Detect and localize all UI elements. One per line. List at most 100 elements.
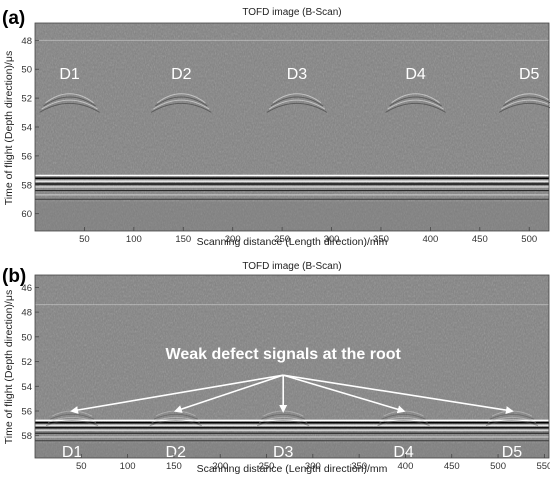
defect-arc (41, 99, 98, 110)
defect-label: D2 (166, 444, 187, 461)
defect-arc (272, 93, 322, 104)
x-tick-label: 500 (490, 461, 506, 472)
x-tick-label: 100 (120, 461, 136, 472)
y-tick-label: 56 (21, 407, 32, 418)
defect-label: D1 (59, 66, 80, 83)
defect-arc (387, 99, 444, 110)
panel-b-title: TOFD image (B-Scan) (242, 261, 341, 272)
defect-signal (257, 410, 310, 427)
panel-b-ylabel: Time of flight (Depth direction)/μs (3, 290, 15, 444)
y-tick-label: 48 (21, 36, 32, 47)
x-tick-label: 250 (259, 461, 275, 472)
x-tick-label: 300 (324, 234, 340, 245)
panel-b-layer: D1 D2 D3 D4 D5 Weak defect signals at the roo… (35, 304, 549, 461)
defect-arc (153, 413, 198, 420)
x-tick-label: 550 (536, 461, 550, 472)
defect-arc (45, 93, 94, 104)
panel-b: TOFD image (B-Scan) D1 D2 D3 D4 D5 Weak defec… (3, 261, 550, 475)
x-tick-label: 100 (126, 234, 142, 245)
defect-arc (156, 93, 206, 104)
y-tick-label: 54 (21, 382, 32, 393)
x-tick-label: 200 (225, 234, 241, 245)
defect-arc (391, 93, 440, 104)
defect-arc (487, 416, 537, 423)
defect-arc (268, 99, 326, 110)
x-tick-label: 150 (166, 461, 182, 472)
panel-a-title: TOFD image (B-Scan) (242, 7, 341, 18)
panel-a-xlabel: Scanning distance (Length direction)/mm (197, 236, 388, 248)
defect-label: D3 (273, 444, 294, 461)
panel-b-xlabel: Scanning distance (Length direction)/mm (197, 463, 388, 475)
panel-a-ticks: 50 100 150 200 250 300 350 400 450 500 48 50 52 54 56 5… (21, 36, 537, 245)
x-tick-label: 450 (472, 234, 488, 245)
y-tick-label: 50 (21, 332, 32, 343)
panel-a-texture (35, 23, 549, 231)
defect-arc (151, 416, 200, 423)
panel-b-below-backwall (35, 443, 549, 458)
defect-arc (498, 102, 550, 113)
annotation-arrow (282, 374, 406, 414)
defect-arc (381, 413, 426, 420)
panel-b-ticks: 50 100 150 200 250 300 350 400 450 500 550 46 48 50 52… (21, 283, 550, 472)
defect-signal (151, 93, 212, 113)
defect-arc (47, 416, 97, 423)
defect-arc (39, 102, 100, 113)
y-tick-label: 56 (21, 151, 32, 162)
y-tick-label: 52 (21, 94, 32, 105)
y-tick-label: 50 (21, 65, 32, 76)
defect-arc (149, 420, 202, 427)
defect-arc (43, 96, 96, 107)
defect-arc (266, 102, 328, 113)
defect-arc (379, 416, 428, 423)
x-tick-label: 50 (76, 461, 87, 472)
defect-arc (489, 413, 535, 420)
defect-arc (45, 420, 99, 427)
defect-label: D1 (62, 444, 83, 461)
x-tick-label: 400 (422, 234, 438, 245)
defect-signal (377, 410, 430, 427)
annotation-arrow (173, 374, 284, 413)
defect-label: D4 (405, 66, 426, 83)
y-tick-label: 54 (21, 123, 32, 134)
defect-arc (270, 96, 324, 107)
defect-arc (153, 99, 210, 110)
y-tick-label: 46 (21, 283, 32, 294)
annotation-arrow (70, 374, 284, 414)
panel-a-layer: D1 D2 D3 D4 D5 (35, 39, 550, 231)
y-tick-label: 58 (21, 180, 32, 191)
panel-a-ylabel: Time of flight (Depth direction)/μs (3, 51, 15, 205)
x-tick-label: 450 (444, 461, 460, 472)
x-tick-label: 150 (175, 234, 191, 245)
annotation-text: Weak defect signals at the root (166, 346, 402, 363)
defect-label: D2 (171, 66, 192, 83)
defect-label: D5 (502, 444, 523, 461)
defect-signal (266, 93, 328, 113)
defect-arc (500, 99, 550, 110)
panel-a: TOFD image (B-Scan) D1 D2 D3 D4 D5 50 100 150 2… (3, 7, 550, 248)
defect-arc (155, 96, 208, 107)
y-tick-label: 58 (21, 431, 32, 442)
panel-a-below-backwall (35, 202, 549, 231)
defect-arc (151, 102, 212, 113)
defect-arc (260, 413, 306, 420)
defect-arc (385, 102, 446, 113)
defect-arc (502, 96, 550, 107)
x-tick-label: 350 (351, 461, 367, 472)
x-tick-label: 300 (305, 461, 321, 472)
defect-label: D5 (519, 66, 540, 83)
y-tick-label: 60 (21, 209, 32, 220)
defect-signal (385, 93, 446, 113)
defect-arc (389, 96, 442, 107)
x-tick-label: 500 (521, 234, 537, 245)
defect-arc (485, 420, 539, 427)
x-tick-label: 250 (274, 234, 290, 245)
defect-arc (377, 420, 430, 427)
defect-arc (259, 416, 308, 423)
panel-label-b: (b) (2, 266, 26, 287)
x-tick-label: 400 (398, 461, 414, 472)
defect-label: D4 (393, 444, 414, 461)
defect-arc (257, 420, 310, 427)
panel-label-a: (a) (2, 8, 25, 29)
x-tick-label: 200 (212, 461, 228, 472)
